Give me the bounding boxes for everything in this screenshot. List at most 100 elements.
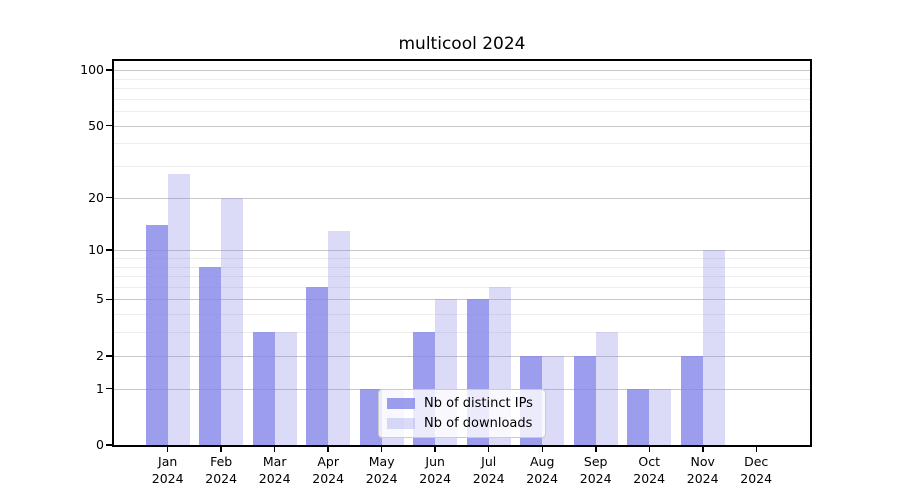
gridline-y-20 — [114, 197, 810, 199]
y-tick-label-5: 5 — [96, 291, 104, 307]
x-tick-year-sep: 2024 — [579, 470, 612, 486]
y-tick-mark-5 — [106, 298, 112, 301]
x-tick-month-mar: Mar — [262, 454, 287, 469]
x-tick-month-may: May — [368, 454, 395, 469]
bar-sep-downloads — [595, 332, 618, 445]
bar-oct-distinct-ips — [627, 388, 650, 445]
gridline-y-4 — [114, 314, 810, 316]
x-tick-mark-may — [380, 447, 383, 452]
y-tick-label-0: 0 — [96, 437, 104, 452]
gridline-y-60 — [114, 111, 810, 112]
bar-jan-downloads — [167, 174, 190, 445]
x-tick-year-jul: 2024 — [472, 470, 505, 486]
gridline-y-2 — [114, 355, 810, 357]
x-tick-label-aug: Aug 2024 — [507, 454, 577, 487]
x-tick-mark-jan — [166, 447, 169, 452]
x-tick-label-dec: Dec 2024 — [721, 454, 791, 487]
bar-oct-downloads — [649, 388, 672, 445]
x-tick-year-mar: 2024 — [258, 470, 291, 486]
x-tick-label-nov: Nov 2024 — [668, 454, 738, 487]
x-tick-mark-oct — [648, 447, 650, 452]
bar-may-distinct-ips — [359, 388, 382, 445]
bar-apr-distinct-ips — [306, 286, 329, 445]
bar-mar-distinct-ips — [252, 332, 275, 445]
x-tick-month-jan: Jan — [158, 454, 178, 469]
bar-sep-distinct-ips — [573, 355, 596, 445]
x-tick-month-feb: Feb — [210, 454, 233, 469]
legend-label-downloads: Nb of downloads — [424, 415, 533, 431]
x-tick-label-jul: Jul 2024 — [454, 454, 524, 487]
legend-swatch-distinct-ips — [387, 398, 415, 410]
x-tick-month-sep: Sep — [583, 454, 608, 469]
y-tick-mark-2 — [106, 355, 112, 357]
x-tick-month-oct: Oct — [638, 454, 660, 469]
gridline-y-7 — [114, 276, 810, 277]
y-tick-label-1: 1 — [96, 380, 104, 396]
x-tick-label-sep: Sep 2024 — [561, 454, 631, 487]
x-tick-year-may: 2024 — [365, 470, 398, 486]
y-tick-mark-50 — [106, 124, 112, 127]
x-tick-year-nov: 2024 — [686, 470, 719, 486]
y-tick-label-100: 100 — [80, 62, 104, 77]
x-tick-mark-sep — [595, 447, 597, 452]
y-tick-label-2: 2 — [96, 347, 104, 363]
x-tick-label-may: May 2024 — [347, 454, 417, 487]
bar-nov-downloads — [702, 250, 725, 445]
x-tick-mark-apr — [327, 447, 329, 452]
y-tick-mark-20 — [106, 196, 112, 199]
gridline-y-80 — [114, 87, 810, 89]
gridline-y-70 — [114, 98, 810, 100]
x-tick-label-jan: Jan 2024 — [133, 454, 203, 487]
plot-area: Nb of distinct IPs Nb of downloads — [112, 59, 812, 447]
bar-jan-distinct-ips — [145, 225, 168, 445]
legend: Nb of distinct IPs Nb of downloads — [378, 389, 546, 438]
x-tick-mark-mar — [273, 447, 276, 452]
gridline-y-3 — [114, 332, 810, 334]
x-tick-label-oct: Oct 2024 — [614, 454, 684, 487]
x-tick-month-aug: Aug — [529, 454, 555, 469]
bar-feb-downloads — [221, 197, 244, 445]
bar-mar-downloads — [274, 332, 297, 445]
x-tick-year-jan: 2024 — [151, 470, 184, 486]
x-tick-mark-jul — [487, 447, 490, 452]
x-tick-mark-feb — [220, 447, 222, 452]
legend-item-distinct-ips: Nb of distinct IPs — [387, 396, 537, 411]
y-tick-mark-0 — [106, 444, 112, 446]
y-tick-mark-1 — [106, 387, 112, 390]
x-tick-label-mar: Mar 2024 — [240, 454, 310, 487]
x-tick-label-apr: Apr 2024 — [293, 454, 363, 487]
x-tick-year-dec: 2024 — [740, 470, 773, 486]
gridline-y-30 — [114, 166, 810, 167]
x-tick-mark-nov — [702, 447, 704, 452]
y-tick-mark-10 — [106, 249, 112, 251]
legend-swatch-downloads — [387, 417, 415, 429]
bar-apr-downloads — [328, 230, 351, 445]
y-tick-label-20: 20 — [88, 189, 104, 205]
x-tick-month-jun: Jun — [425, 454, 445, 469]
gridline-y-10 — [114, 250, 810, 252]
gridline-y-8 — [114, 266, 810, 268]
y-tick-label-10: 10 — [88, 242, 104, 258]
x-tick-month-jul: Jul — [481, 454, 497, 469]
legend-label-distinct-ips: Nb of distinct IPs — [424, 396, 533, 412]
legend-item-downloads: Nb of downloads — [387, 416, 537, 431]
chart-title: multicool 2024 — [398, 34, 526, 54]
x-tick-year-apr: 2024 — [312, 470, 345, 486]
bar-feb-distinct-ips — [199, 266, 222, 445]
gridline-y-100 — [114, 70, 810, 71]
x-tick-mark-aug — [541, 447, 543, 452]
gridline-y-50 — [114, 125, 810, 127]
x-tick-label-jun: Jun 2024 — [400, 454, 470, 487]
x-tick-mark-jun — [434, 447, 436, 452]
gridline-y-90 — [114, 78, 810, 80]
y-tick-mark-100 — [106, 69, 112, 71]
gridline-y-40 — [114, 143, 810, 145]
x-tick-mark-dec — [755, 447, 757, 452]
y-tick-label-50: 50 — [88, 117, 104, 133]
x-tick-year-feb: 2024 — [205, 470, 238, 486]
gridline-y-5 — [114, 299, 810, 301]
x-tick-month-apr: Apr — [317, 454, 339, 469]
x-tick-year-oct: 2024 — [633, 470, 666, 486]
x-tick-label-feb: Feb 2024 — [186, 454, 256, 487]
